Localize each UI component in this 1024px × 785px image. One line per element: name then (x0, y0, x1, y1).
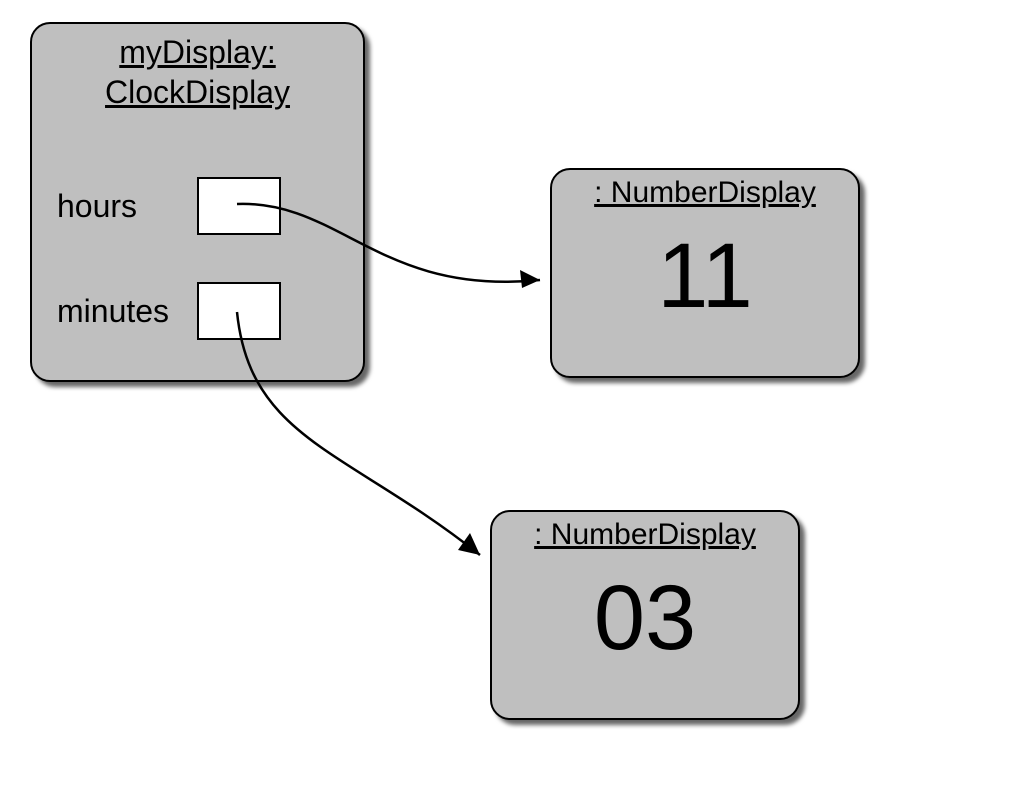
minutes-nd-title: : NumberDisplay (492, 512, 798, 552)
field-hours: hours (57, 177, 281, 235)
field-hours-slot (197, 177, 281, 235)
field-hours-label: hours (57, 188, 197, 225)
object-mydisplay-title: myDisplay: ClockDisplay (32, 24, 363, 112)
title-line-1: myDisplay: (119, 34, 275, 70)
hours-nd-value: 11 (552, 230, 858, 322)
field-minutes-slot (197, 282, 281, 340)
hours-nd-title: : NumberDisplay (552, 170, 858, 210)
object-minutes-numberdisplay: : NumberDisplay 03 (490, 510, 800, 720)
title-line-2: ClockDisplay (105, 74, 290, 110)
field-minutes-label: minutes (57, 293, 197, 330)
field-minutes: minutes (57, 282, 281, 340)
minutes-nd-value: 03 (492, 572, 798, 664)
object-mydisplay: myDisplay: ClockDisplay hours minutes (30, 22, 365, 382)
object-hours-numberdisplay: : NumberDisplay 11 (550, 168, 860, 378)
